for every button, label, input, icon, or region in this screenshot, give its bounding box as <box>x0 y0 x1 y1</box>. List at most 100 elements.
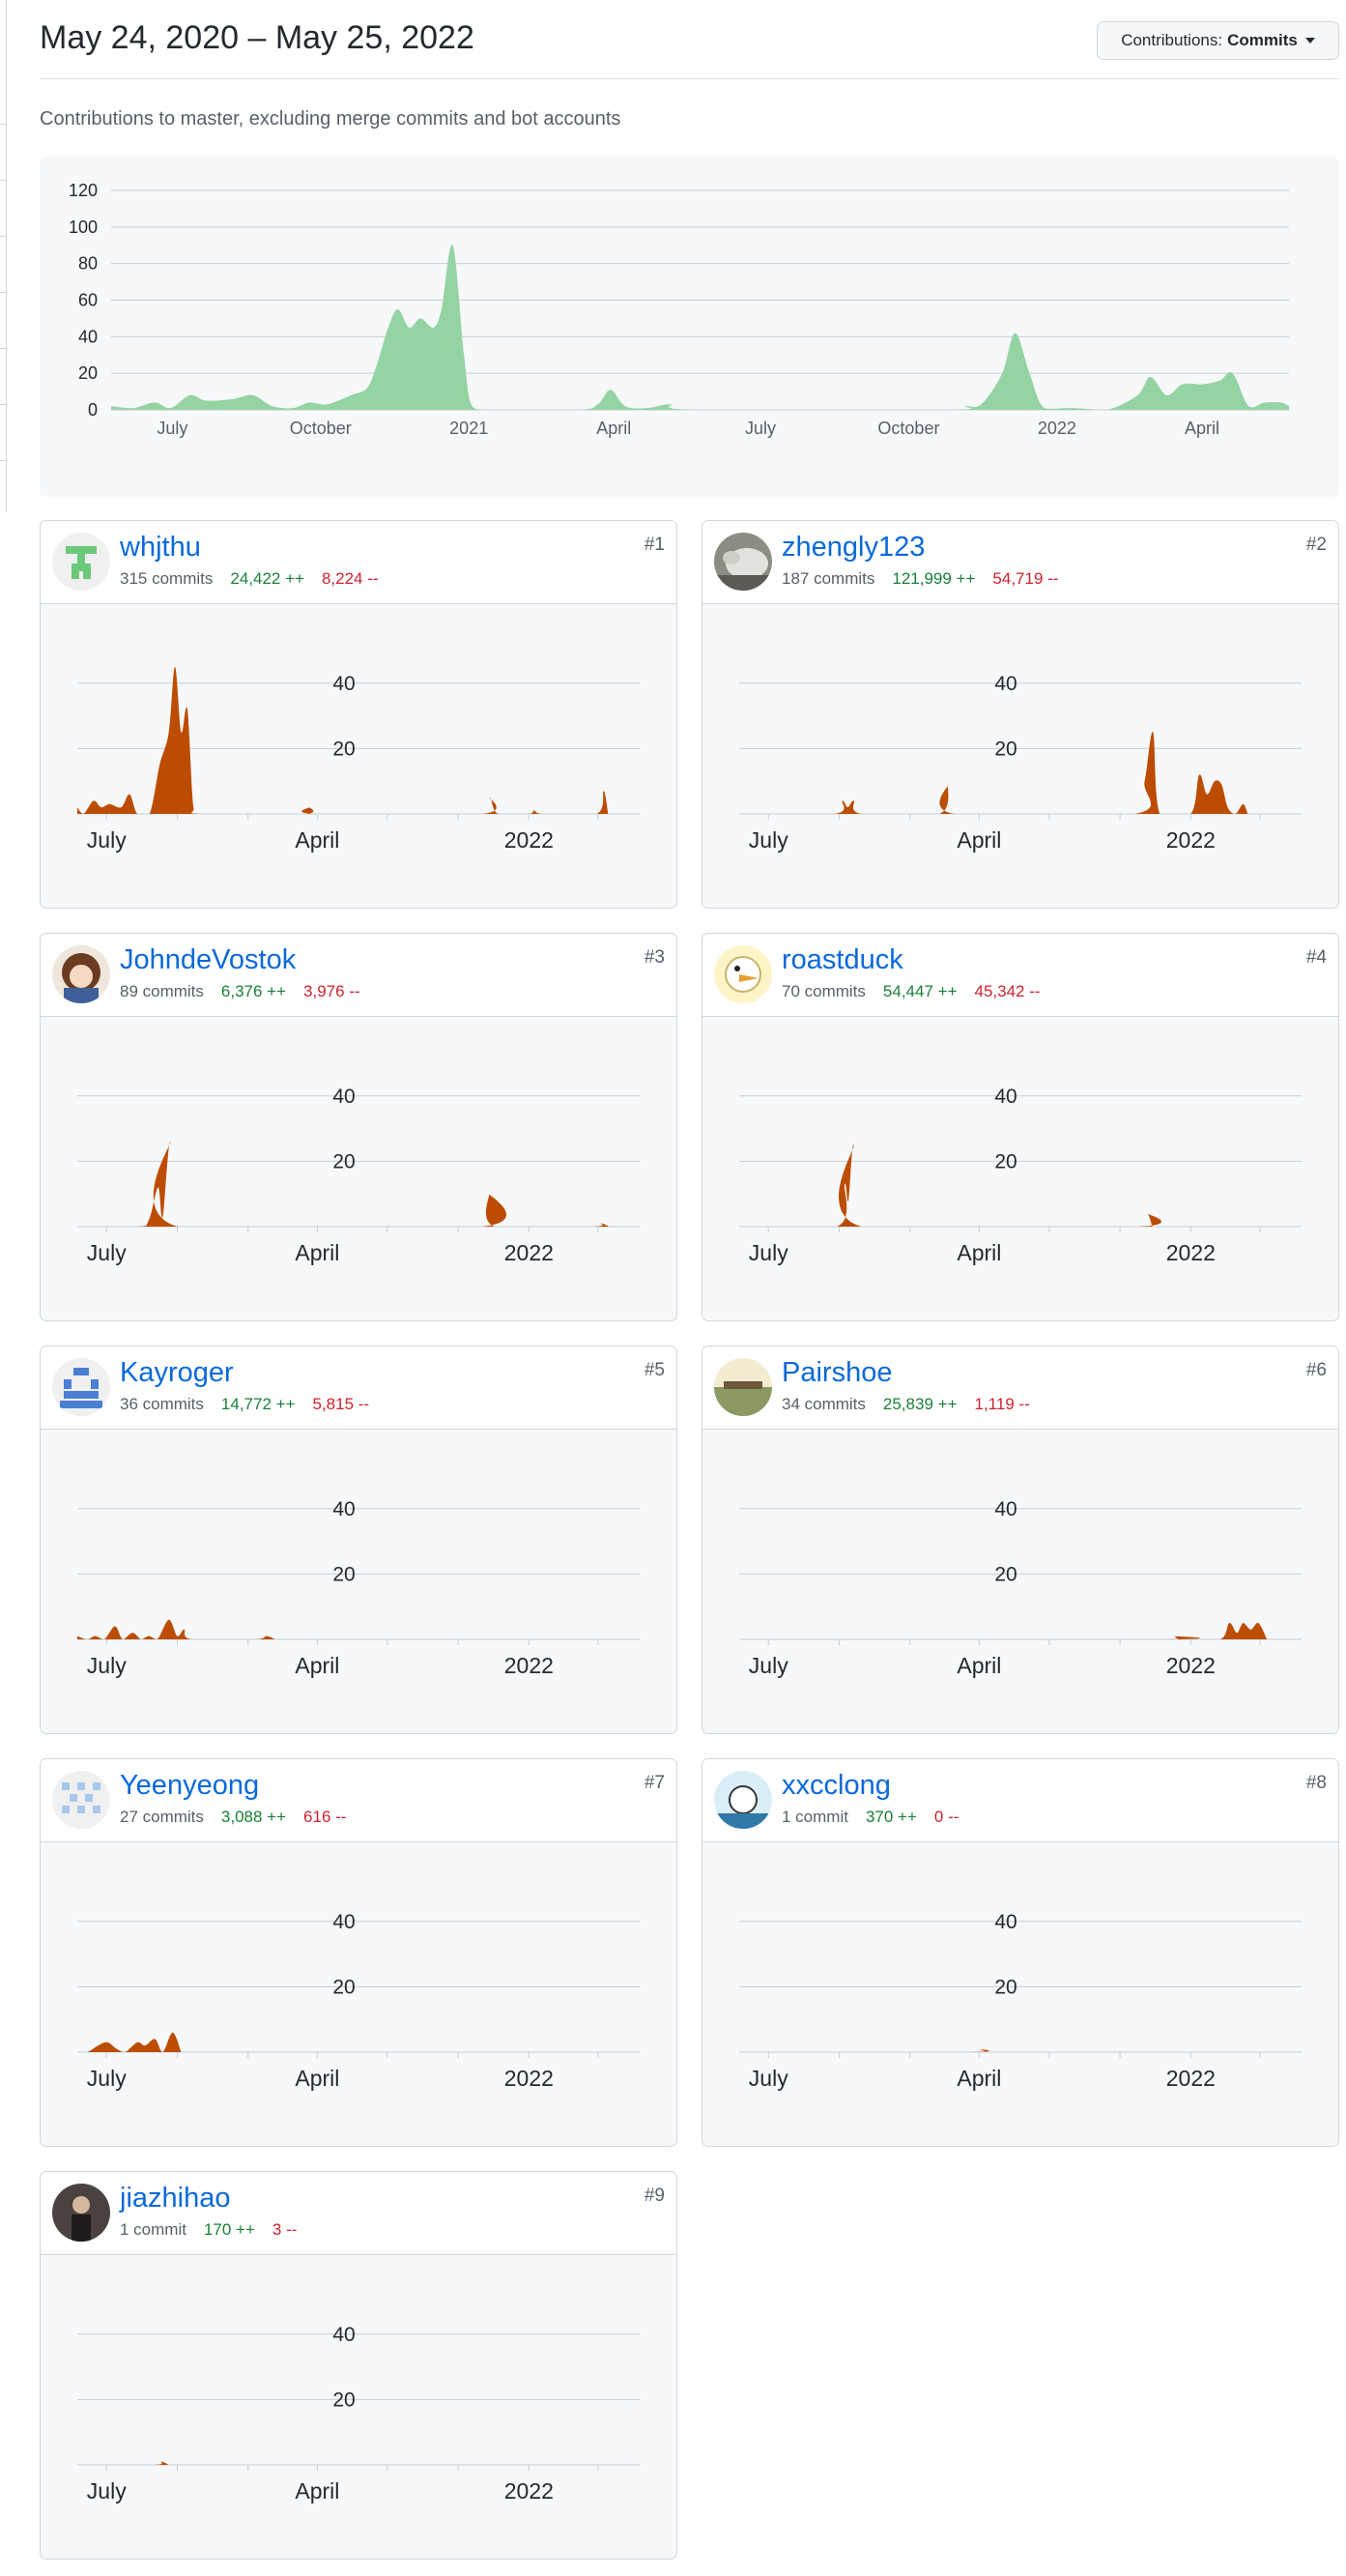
overview-x-tick-label: 2021 <box>449 419 488 438</box>
header-divider <box>40 78 1339 79</box>
contributor-name-link[interactable]: Yeenyeong <box>120 1770 260 1801</box>
contributor-card: Pairshoe 34 commits 25,839 ++ 1,119 -- #6 40 2… <box>702 1346 1339 1734</box>
avatar-shape <box>62 1782 70 1790</box>
contributor-name-link[interactable]: zhengly123 <box>782 532 926 563</box>
deletions-count: 0 -- <box>933 1808 959 1826</box>
contributor-y-tick-label: 40 <box>332 2324 355 2346</box>
avatar[interactable] <box>52 1358 110 1416</box>
contributor-area <box>77 666 609 814</box>
contributor-x-tick-label: April <box>295 1653 339 1678</box>
contributor-x-tick-label: 2022 <box>504 2066 554 2091</box>
avatar[interactable] <box>714 533 772 591</box>
avatar-shape <box>83 571 91 579</box>
contributor-rank: #2 <box>1305 535 1327 555</box>
contributor-rank: #1 <box>644 535 665 555</box>
contributor-card-header: JohndeVostok 89 commits 6,376 ++ 3,976 -- #3 <box>41 934 676 1017</box>
avatar-image <box>52 533 110 591</box>
avatar-shape <box>77 1806 85 1813</box>
avatar[interactable] <box>52 1771 110 1829</box>
contributor-name-link[interactable]: Kayroger <box>120 1357 234 1388</box>
overview-x-tick-label: April <box>1185 419 1219 438</box>
subtitle: Contributions to master, excluding merge… <box>40 108 621 130</box>
overview-x-tick-label: July <box>745 419 776 438</box>
additions-count: 24,422 ++ <box>230 569 304 588</box>
contributor-name-link[interactable]: whjthu <box>120 532 201 563</box>
avatar-shape <box>91 1379 99 1389</box>
contributor-stats: 70 commits 54,447 ++ 45,342 -- <box>782 982 1041 1001</box>
contributor-stats: 36 commits 14,772 ++ 5,815 -- <box>120 1395 369 1414</box>
contributor-y-tick-label: 20 <box>332 738 355 760</box>
avatar-shape <box>64 1391 99 1399</box>
avatar-shape <box>72 564 91 571</box>
avatar[interactable] <box>714 945 772 1003</box>
contributor-rank: #6 <box>1305 1360 1327 1380</box>
overview-y-tick-label: 60 <box>78 291 98 310</box>
avatar-image <box>714 945 772 1003</box>
avatar[interactable] <box>714 1771 772 1829</box>
avatar-image <box>714 1358 772 1416</box>
avatar-shape <box>72 571 79 579</box>
contributor-x-tick-label: April <box>295 827 339 853</box>
contributor-name-link[interactable]: xxcclong <box>782 1770 891 1801</box>
contributor-x-tick-label: April <box>957 827 1001 853</box>
contributor-activity-chart: 40 20 July April 2022 <box>739 1911 1302 2091</box>
page-title: May 24, 2020 – May 25, 2022 <box>40 19 474 56</box>
deletions-count: 54,719 -- <box>992 569 1059 588</box>
contributor-activity-chart: 40 20 July April 2022 <box>739 1085 1302 1265</box>
contributor-activity-chart: 40 20 July April 2022 <box>77 1085 640 1265</box>
deletions-count: 45,342 -- <box>974 982 1041 1000</box>
contributor-y-tick-label: 40 <box>994 1911 1017 1933</box>
contributor-area <box>77 2461 169 2465</box>
contributor-y-tick-label: 20 <box>332 1976 355 1998</box>
avatar[interactable] <box>52 533 110 591</box>
avatar-shape <box>72 2196 90 2214</box>
additions-count: 121,999 ++ <box>892 569 976 588</box>
contributor-area <box>739 2048 989 2052</box>
commit-count: 36 commits <box>120 1395 204 1413</box>
contributor-x-tick-label: July <box>87 1653 127 1678</box>
contributor-y-tick-label: 40 <box>994 1498 1017 1520</box>
overview-area <box>111 245 1289 410</box>
contributor-card: xxcclong 1 commit 370 ++ 0 -- #8 40 20 July Apri… <box>702 1758 1339 2147</box>
commit-count: 34 commits <box>782 1395 866 1413</box>
avatar-shape <box>60 1401 102 1408</box>
avatar-shape <box>72 2214 91 2242</box>
additions-count: 54,447 ++ <box>882 982 958 1000</box>
contributor-y-tick-label: 40 <box>994 673 1017 695</box>
avatar[interactable] <box>52 945 110 1003</box>
contributor-x-tick-label: 2022 <box>504 1240 554 1265</box>
contributor-name-link[interactable]: jiazhihao <box>120 2183 231 2214</box>
avatar-shape <box>66 546 97 554</box>
overview-x-tick-label: 2022 <box>1038 419 1076 438</box>
contributor-activity-chart: 40 20 July April 2022 <box>77 666 640 853</box>
avatar-shape <box>77 554 85 564</box>
contributor-name-link[interactable]: roastduck <box>782 944 903 975</box>
overview-y-tick-label: 40 <box>78 327 98 346</box>
contributor-activity-chart: 40 20 July April 2022 <box>77 1911 640 2091</box>
contributor-stats: 315 commits 24,422 ++ 8,224 -- <box>120 569 379 589</box>
caret-down-icon <box>1304 38 1315 43</box>
avatar-shape <box>85 1794 93 1802</box>
commit-count: 89 commits <box>120 982 204 1000</box>
contributor-x-tick-label: July <box>87 1240 127 1265</box>
avatar[interactable] <box>52 2184 110 2242</box>
contributor-y-tick-label: 20 <box>332 1563 355 1585</box>
commit-count: 187 commits <box>782 569 875 588</box>
contributions-filter-button[interactable]: Contributions: Commits <box>1097 21 1339 60</box>
contributor-name-link[interactable]: Pairshoe <box>782 1357 893 1388</box>
contributor-x-tick-label: 2022 <box>1166 1240 1216 1265</box>
avatar-shape <box>723 551 740 564</box>
overview-x-tick-label: October <box>290 419 352 438</box>
contributor-stats: 1 commit 170 ++ 3 -- <box>120 2220 297 2240</box>
avatar[interactable] <box>714 1358 772 1416</box>
contributor-x-tick-label: 2022 <box>1166 827 1216 853</box>
contributor-rank: #3 <box>644 947 665 968</box>
overview-chart: 120 100 80 60 40 20 0 July October 2021 April July O… <box>40 157 1339 497</box>
contributor-y-tick-label: 40 <box>332 1498 355 1520</box>
avatar-shape <box>93 1806 100 1813</box>
additions-count: 170 ++ <box>203 2220 255 2239</box>
contributor-y-tick-label: 20 <box>994 1563 1017 1585</box>
contributor-name-link[interactable]: JohndeVostok <box>120 944 297 975</box>
additions-count: 3,088 ++ <box>220 1808 287 1826</box>
deletions-count: 8,224 -- <box>321 569 379 588</box>
